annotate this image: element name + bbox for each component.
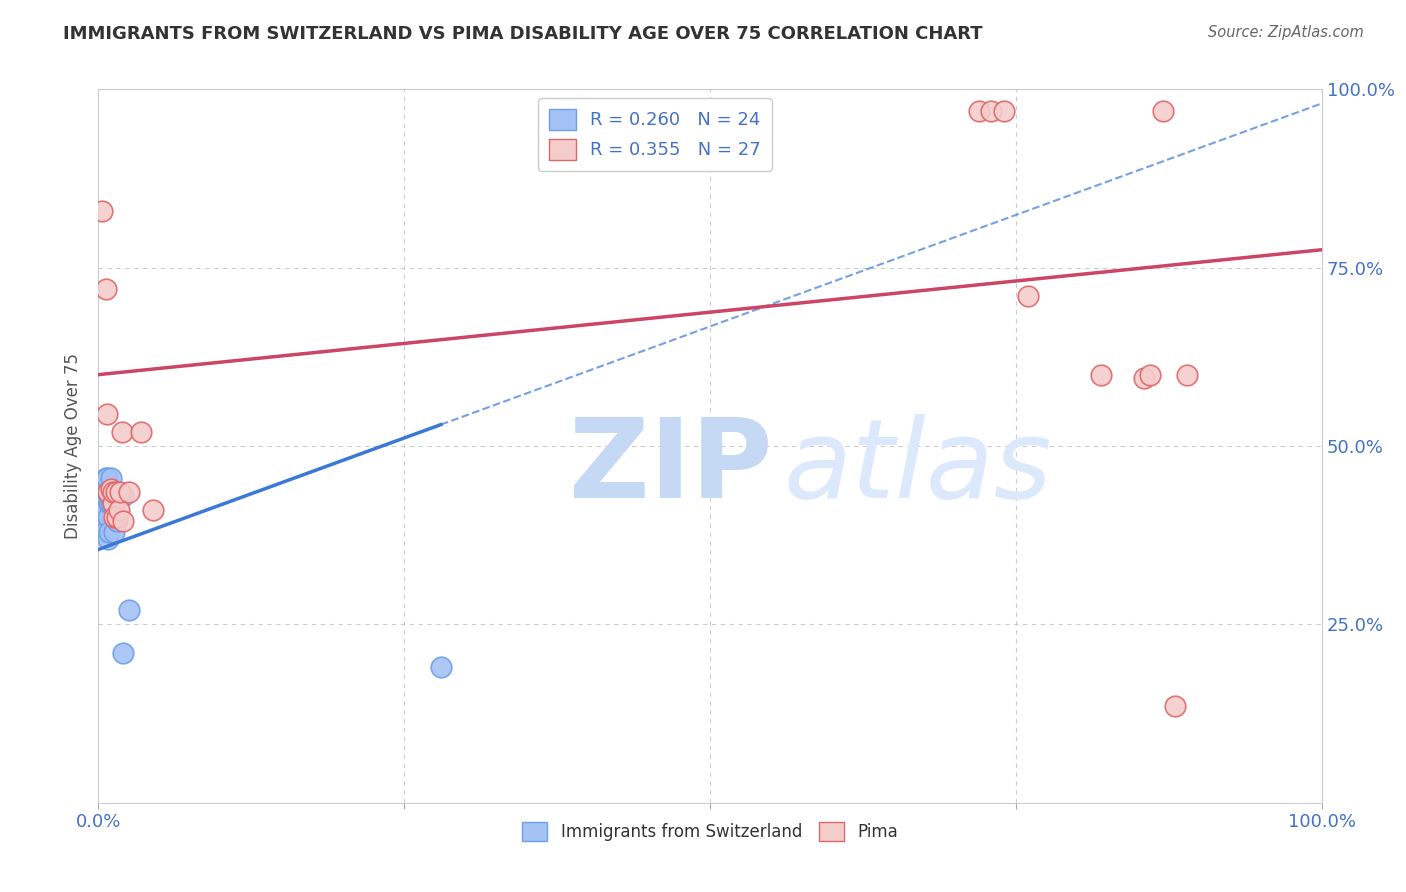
Point [94,282,117,296]
Point [1090,368,1112,382]
Point [103,510,125,524]
Point [104,485,127,500]
Point [105,510,128,524]
Text: Source: ZipAtlas.com: Source: ZipAtlas.com [1208,25,1364,40]
Point [1139,368,1161,382]
Point [993,103,1015,118]
Point [430,660,453,674]
Point [90,521,112,535]
Y-axis label: Disability Age Over 75: Disability Age Over 75 [65,353,83,539]
Point [97,532,120,546]
Point [118,485,141,500]
Point [105,514,128,528]
Point [980,103,1002,118]
Point [100,485,122,500]
Point [91,514,114,528]
Point [1164,699,1187,714]
Point [110,485,132,500]
Point [96,471,118,485]
Point [93,503,115,517]
Point [91,510,114,524]
Point [97,510,120,524]
Text: IMMIGRANTS FROM SWITZERLAND VS PIMA DISABILITY AGE OVER 75 CORRELATION CHART: IMMIGRANTS FROM SWITZERLAND VS PIMA DISA… [63,25,983,43]
Point [103,524,125,539]
Point [93,524,115,539]
Point [108,503,131,517]
Point [101,496,124,510]
Point [1152,103,1174,118]
Point [101,485,124,500]
Point [111,646,134,660]
Point [97,485,120,500]
Point [94,489,117,503]
Point [1133,371,1156,385]
Point [111,425,134,439]
Point [96,407,118,421]
Point [98,524,121,539]
Point [1175,368,1198,382]
Point [111,489,134,503]
Point [129,425,152,439]
Text: ZIP: ZIP [569,414,773,521]
Point [91,203,114,218]
Point [100,471,122,485]
Point [100,482,122,496]
Point [1017,289,1039,303]
Point [967,103,990,118]
Point [111,514,134,528]
Point [96,485,118,500]
Point [142,503,165,517]
Point [100,496,122,510]
Legend: Immigrants from Switzerland, Pima: Immigrants from Switzerland, Pima [516,815,904,848]
Point [94,471,117,485]
Point [91,496,114,510]
Point [101,496,124,510]
Point [118,603,141,617]
Text: atlas: atlas [783,414,1052,521]
Point [98,496,121,510]
